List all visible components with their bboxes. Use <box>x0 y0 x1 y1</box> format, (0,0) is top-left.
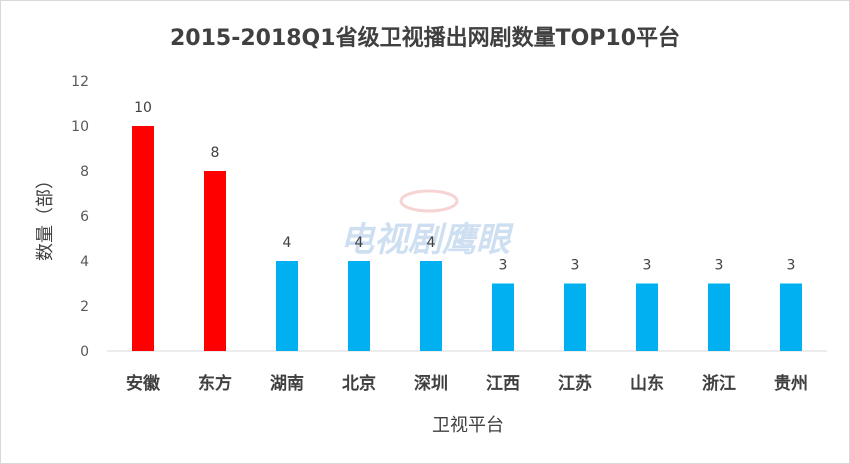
watermark-swoosh-icon <box>399 189 459 213</box>
x-axis-title: 卫视平台 <box>432 415 504 436</box>
data-label: 10 <box>134 100 152 116</box>
data-label: 4 <box>427 235 436 251</box>
watermark-logo: 电视剧鹰眼 <box>340 189 514 260</box>
x-tick-label: 浙江 <box>702 373 736 394</box>
data-labels: 10 8 4 4 4 3 3 3 3 3 <box>134 100 795 274</box>
x-tick-label: 湖南 <box>270 373 304 394</box>
bar-5 <box>420 261 442 351</box>
bar-8 <box>636 283 658 351</box>
y-tick-label: 10 <box>71 119 89 135</box>
y-tick-label: 8 <box>80 164 89 180</box>
data-label: 3 <box>499 258 508 274</box>
y-tick-label: 0 <box>80 344 89 360</box>
data-label: 4 <box>283 235 292 251</box>
x-tick-label: 深圳 <box>414 373 448 394</box>
data-label: 3 <box>787 258 796 274</box>
bar-3 <box>276 261 298 351</box>
x-tick-label: 东方 <box>198 373 232 394</box>
bar-series <box>132 126 802 351</box>
x-tick-label: 山东 <box>630 373 664 394</box>
y-axis: 0 2 4 6 8 10 12 <box>71 74 89 360</box>
data-label: 4 <box>355 235 364 251</box>
x-tick-label: 北京 <box>342 373 376 394</box>
data-label: 3 <box>571 258 580 274</box>
y-tick-label: 2 <box>80 299 89 315</box>
data-label: 3 <box>643 258 652 274</box>
y-tick-label: 6 <box>80 209 89 225</box>
watermark-text: 电视剧鹰眼 <box>340 220 514 260</box>
x-tick-label: 安徽 <box>126 373 161 394</box>
y-tick-label: 12 <box>71 74 89 90</box>
bar-6 <box>492 283 514 351</box>
data-label: 3 <box>715 258 724 274</box>
bar-4 <box>348 261 370 351</box>
bar-9 <box>708 283 730 351</box>
x-tick-label: 贵州 <box>774 373 808 394</box>
x-tick-label: 江苏 <box>558 373 592 394</box>
y-tick-label: 4 <box>80 254 89 270</box>
x-tick-label: 江西 <box>486 374 520 394</box>
y-axis-title: 数量（部） <box>35 171 56 261</box>
x-axis: 安徽 东方 湖南 北京 深圳 江西 江苏 山东 浙江 贵州 <box>126 373 808 394</box>
chart-title: 2015-2018Q1省级卫视播出网剧数量TOP10平台 <box>170 25 680 51</box>
data-label: 8 <box>211 145 220 161</box>
bar-7 <box>564 283 586 351</box>
bar-1 <box>132 126 154 351</box>
bar-10 <box>780 283 802 351</box>
bar-2 <box>204 171 226 351</box>
